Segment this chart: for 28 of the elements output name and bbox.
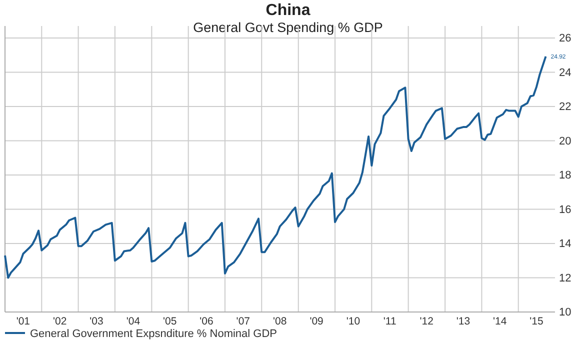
y-tick-label: 24 (559, 66, 572, 79)
y-tick-label: 22 (559, 101, 572, 114)
y-tick-label: 12 (559, 272, 572, 284)
x-tick-label: '04 (126, 315, 140, 328)
legend-label: General Government Expsnditure % Nominal GDP (30, 328, 277, 340)
y-tick-label: 20 (559, 135, 572, 148)
y-tick-label: 16 (559, 204, 572, 216)
x-tick-label: '07 (236, 315, 250, 328)
x-tick-label: '06 (200, 315, 214, 328)
x-tick-label: '08 (273, 315, 287, 328)
y-tick-label: 26 (559, 32, 572, 45)
y-tick-label: 10 (559, 306, 572, 319)
chart-title: China (266, 2, 310, 19)
line-series (4, 55, 547, 279)
x-tick-label: '12 (420, 315, 434, 328)
x-tick-label: '10 (346, 315, 360, 328)
x-tick-label: '01 (16, 315, 30, 328)
x-tick-label: '02 (52, 315, 67, 328)
y-tick-label: 14 (559, 238, 572, 250)
x-tick-label: '14 (493, 315, 507, 328)
x-tick-label: '13 (456, 315, 470, 328)
y-tick-label: 18 (559, 170, 572, 182)
chart-subtitle: General Govt Spending % GDP (193, 20, 383, 35)
x-tick-label: '05 (163, 315, 177, 328)
x-tick-label: '15 (530, 315, 544, 328)
x-tick-label: '03 (90, 315, 104, 328)
x-tick-label: '09 (310, 315, 324, 328)
x-tick-label: '11 (383, 315, 396, 328)
